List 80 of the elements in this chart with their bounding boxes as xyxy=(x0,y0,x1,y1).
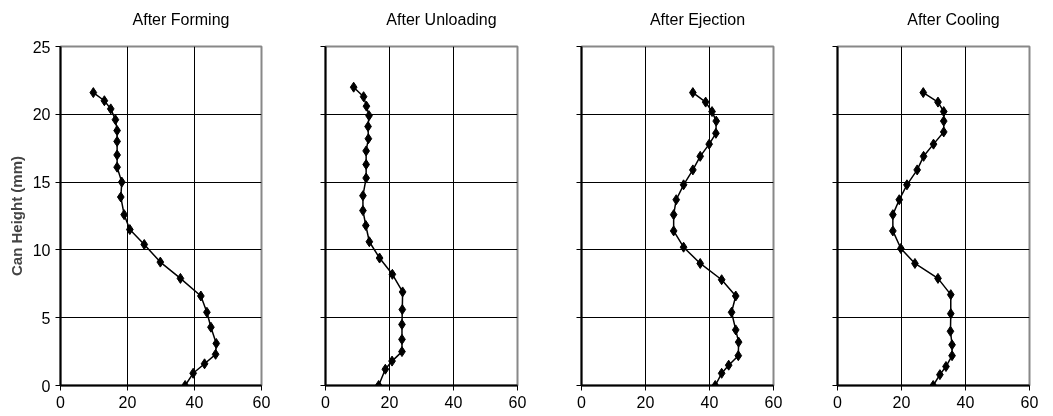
point xyxy=(176,272,185,284)
x-tick-label: 40 xyxy=(185,393,204,411)
x-tick-label: 0 xyxy=(833,393,843,411)
point xyxy=(946,289,955,301)
point xyxy=(375,252,384,264)
point xyxy=(200,358,209,370)
y-tick-label: 5 xyxy=(41,309,51,327)
point xyxy=(669,225,678,237)
point xyxy=(381,363,390,375)
point xyxy=(946,308,955,320)
text: After Forming xyxy=(132,11,230,29)
x-tick-label: 0 xyxy=(56,393,66,411)
point xyxy=(669,209,678,221)
point xyxy=(211,348,220,360)
x-tick-label: 60 xyxy=(1020,393,1039,411)
point xyxy=(106,103,115,115)
text: After Unloading xyxy=(386,11,497,29)
x-tick-label: 20 xyxy=(636,393,655,411)
point xyxy=(100,95,109,107)
point xyxy=(701,96,710,108)
point xyxy=(939,115,948,127)
point xyxy=(895,194,904,206)
point xyxy=(388,268,397,280)
x-tick-label: 60 xyxy=(508,393,527,411)
point xyxy=(398,286,407,298)
point xyxy=(89,87,98,99)
x-tick-label: 40 xyxy=(700,393,719,411)
point xyxy=(364,121,372,132)
point xyxy=(929,138,938,150)
point xyxy=(116,191,125,203)
x-tick-label: 40 xyxy=(444,393,463,411)
x-tick-label: 60 xyxy=(252,393,271,411)
point xyxy=(717,274,726,286)
point xyxy=(734,336,743,348)
point xyxy=(913,164,922,176)
point xyxy=(398,304,407,316)
x-tick-label: 20 xyxy=(380,393,399,411)
x-tick-label: 0 xyxy=(321,393,331,411)
point xyxy=(696,150,705,162)
point xyxy=(364,133,373,145)
point xyxy=(212,337,221,349)
point xyxy=(679,241,688,253)
point xyxy=(717,367,726,379)
text: After Ejection xyxy=(649,11,746,29)
point xyxy=(939,106,948,118)
y-tick-label: 0 xyxy=(41,377,51,395)
text: After Cooling xyxy=(907,11,1000,29)
point xyxy=(946,325,955,337)
point xyxy=(117,176,126,188)
point xyxy=(731,324,740,336)
point xyxy=(359,91,368,103)
point xyxy=(672,194,681,206)
x-tick-label: 20 xyxy=(892,393,911,411)
point xyxy=(696,257,705,269)
point xyxy=(919,87,928,99)
point xyxy=(712,115,721,127)
point xyxy=(727,306,736,318)
point xyxy=(111,114,120,126)
x-tick-label: 40 xyxy=(956,393,975,411)
x-tick-label: 0 xyxy=(577,393,587,411)
point xyxy=(349,81,358,93)
point xyxy=(156,256,165,268)
point xyxy=(705,138,714,150)
y-tick-label: 25 xyxy=(32,38,51,56)
point xyxy=(361,219,370,231)
point xyxy=(724,359,733,371)
y-tick-label: 10 xyxy=(32,241,51,259)
y-axis-title: Can Height (mm) xyxy=(7,156,25,276)
point xyxy=(365,236,374,248)
y-tick-label: 15 xyxy=(32,174,51,192)
point xyxy=(731,290,740,302)
point xyxy=(734,350,743,362)
point xyxy=(362,100,371,112)
point xyxy=(919,150,928,162)
point xyxy=(679,179,688,191)
point xyxy=(140,238,149,250)
y-tick-label: 20 xyxy=(32,106,51,124)
point xyxy=(939,126,948,138)
x-tick-label: 60 xyxy=(764,393,783,411)
x-tick-label: 20 xyxy=(118,393,137,411)
